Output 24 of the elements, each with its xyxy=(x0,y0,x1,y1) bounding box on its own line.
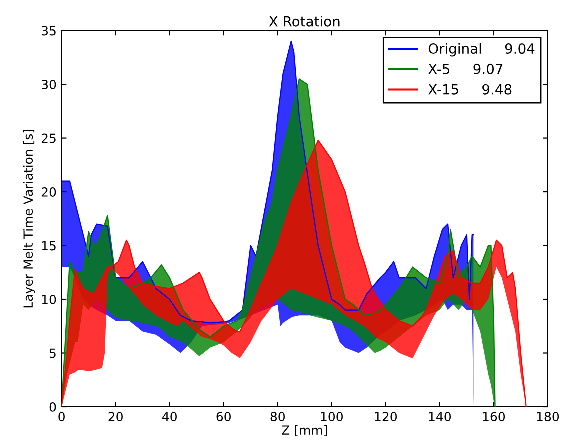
y-tick-label: 20 xyxy=(42,188,56,197)
x-tick-label: 140 xyxy=(429,412,452,422)
x-tick-label: 120 xyxy=(375,412,398,422)
x-tick-label: 60 xyxy=(216,412,231,422)
y-tick-label: 30 xyxy=(42,80,56,90)
y-tick-label: 25 xyxy=(42,134,56,144)
x-tick-label: 160 xyxy=(483,412,506,422)
x-tick-label: 100 xyxy=(321,412,343,422)
y-axis-title: Layer Melt Time Variation [s] xyxy=(23,130,36,308)
y-tick-label: 10 xyxy=(42,294,56,304)
x-tick-label: 40 xyxy=(162,412,177,422)
x-tick-label: 20 xyxy=(108,412,123,422)
y-tick-label: 35 xyxy=(42,26,56,36)
y-tick-label: 0 xyxy=(50,402,56,412)
x-tick-label: 180 xyxy=(537,412,560,422)
legend-label: Original 9.04 xyxy=(428,43,535,57)
x-tick-label: 80 xyxy=(270,412,285,422)
legend-label: X-5 9.07 xyxy=(428,64,503,74)
y-tick-label: 5 xyxy=(50,348,56,358)
chart-title: X Rotation xyxy=(269,16,340,27)
x-tick-label: 0 xyxy=(58,412,65,422)
x-axis-title: Z [mm] xyxy=(282,425,328,436)
y-tick-label: 15 xyxy=(42,241,56,251)
legend-label: X-15 9.48 xyxy=(428,84,512,95)
